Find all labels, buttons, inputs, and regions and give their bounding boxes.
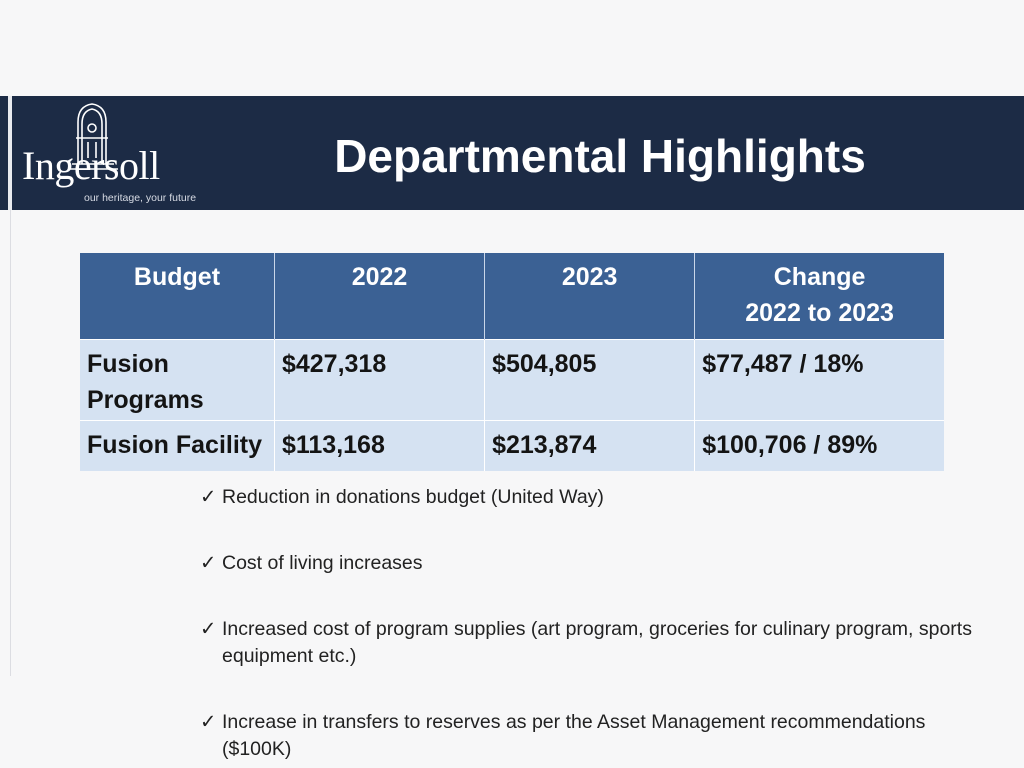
logo-tagline: our heritage, your future [84, 192, 197, 204]
header-band-edge [8, 96, 12, 210]
list-item: ✓ Cost of living increases [200, 550, 980, 577]
checkmark-icon: ✓ [200, 486, 217, 508]
table-row: Fusion Facility $113,168 $213,874 $100,7… [80, 420, 944, 471]
list-item: ✓ Reduction in donations budget (United … [200, 484, 980, 511]
column-header-2023: 2023 [484, 253, 696, 340]
page-title: Departmental Highlights [334, 130, 866, 182]
header-band [0, 96, 1024, 210]
budget-table: Budget 2022 2023 Change 2022 to 2023 Fus… [80, 253, 944, 471]
column-header-change: Change 2022 to 2023 [694, 253, 944, 340]
cell-2023: $213,874 [484, 420, 696, 471]
ingersoll-logo: Ingersoll our heritage, your future [22, 102, 222, 206]
cell-2022: $113,168 [274, 420, 486, 471]
checkmark-icon: ✓ [200, 711, 217, 733]
checkmark-icon: ✓ [200, 618, 217, 640]
list-item: ✓ Increased cost of program supplies (ar… [200, 616, 980, 670]
column-header-budget: Budget [80, 253, 275, 340]
list-item-text: Cost of living increases [222, 552, 423, 574]
cell-2022: $427,318 [274, 339, 486, 421]
highlights-list: ✓ Reduction in donations budget (United … [200, 484, 980, 763]
list-item-text: Increase in transfers to reserves as per… [222, 711, 926, 760]
row-label-fusion-facility: Fusion Facility [80, 420, 275, 471]
list-item-text: Reduction in donations budget (United Wa… [222, 486, 604, 508]
clock-tower-icon [68, 103, 118, 170]
list-item: ✓ Increase in transfers to reserves as p… [200, 709, 980, 763]
cell-2023: $504,805 [484, 339, 696, 421]
checkmark-icon: ✓ [200, 552, 217, 574]
row-label-fusion-programs: Fusion Programs [80, 339, 275, 421]
cell-change: $100,706 / 89% [694, 420, 944, 471]
table-row: Fusion Programs $427,318 $504,805 $77,48… [80, 339, 944, 421]
list-item-text: Increased cost of program supplies (art … [222, 618, 972, 667]
column-header-2022: 2022 [274, 253, 486, 340]
left-edge-rule [10, 96, 11, 676]
table-header-row: Budget 2022 2023 Change 2022 to 2023 [80, 253, 944, 340]
cell-change: $77,487 / 18% [694, 339, 944, 421]
logo-wordmark: Ingersoll [22, 143, 160, 188]
